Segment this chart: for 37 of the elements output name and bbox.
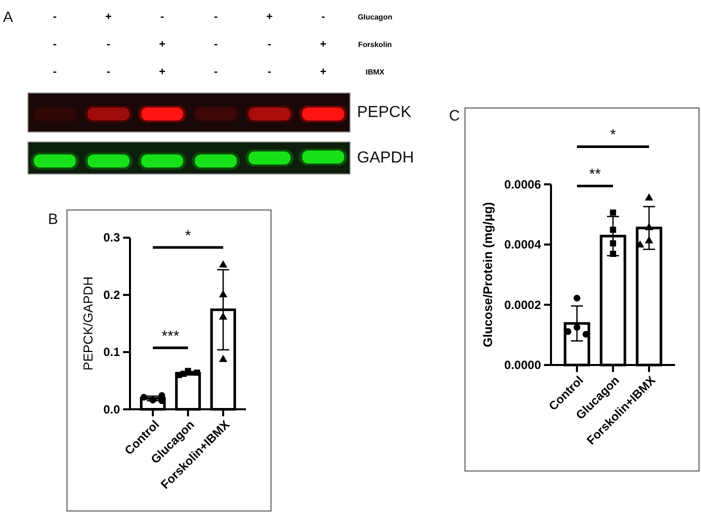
text: - [214, 11, 218, 23]
chart-title: B [48, 211, 58, 228]
y-axis-title: Glucose/Protein (mg/μg) [481, 202, 495, 348]
annotation: * [185, 227, 192, 244]
text: + [266, 11, 273, 23]
text: ** [589, 166, 601, 183]
text: - [268, 38, 272, 50]
text: + [105, 11, 112, 23]
y-tick-label: 0.0004 [504, 238, 542, 252]
text: PEPCK [357, 104, 412, 121]
text: + [158, 66, 166, 78]
text: + [158, 38, 166, 50]
chart-title: C [449, 108, 460, 124]
text: - [268, 66, 272, 78]
y-axis-title: PEPCK/GAPDH [80, 276, 96, 370]
text: - [52, 38, 57, 50]
text: - [160, 11, 164, 23]
y-tick-label: 0.0000 [504, 358, 542, 372]
y-tick-label: 0.0 [103, 402, 120, 416]
text: - [106, 66, 110, 78]
text: A [3, 9, 14, 26]
text: - [106, 38, 110, 50]
annotation: *** [162, 328, 180, 345]
text: * [610, 126, 616, 144]
y-tick-label: 0.2 [103, 288, 120, 302]
text: + [320, 66, 326, 78]
y-tick-label: 0.0006 [504, 177, 542, 192]
text: + [320, 38, 326, 50]
y-tick-label: 0.3 [103, 230, 120, 245]
y-tick-label: 0.0002 [504, 298, 542, 312]
text: - [52, 11, 57, 23]
text: - [214, 38, 218, 50]
text: - [214, 66, 218, 78]
text: - [52, 66, 57, 78]
text: - [321, 11, 326, 23]
y-tick-label: 0.1 [103, 345, 120, 360]
text: GAPDH [357, 150, 414, 166]
